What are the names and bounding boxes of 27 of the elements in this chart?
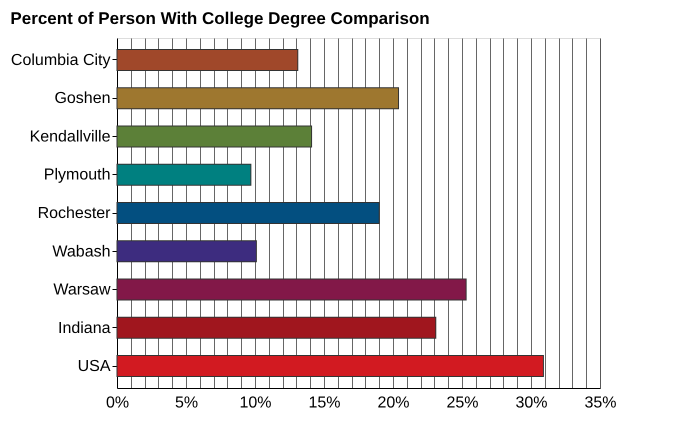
bar bbox=[116, 87, 400, 110]
bar bbox=[116, 48, 298, 72]
x-tick-label: 10% bbox=[239, 394, 272, 412]
y-tick-label: USA bbox=[78, 358, 111, 376]
bar bbox=[116, 316, 436, 339]
y-tick-label: Wabash bbox=[52, 243, 110, 260]
x-tick-label: 25% bbox=[446, 394, 479, 412]
bar bbox=[116, 202, 380, 224]
y-tick-label: Columbia City bbox=[10, 52, 110, 69]
y-tick-label: Indiana bbox=[58, 320, 111, 337]
y-tick-label: Rochester bbox=[38, 205, 112, 222]
bar bbox=[116, 354, 544, 378]
x-tick-label: 0% bbox=[106, 394, 130, 412]
x-tick-label: 35% bbox=[584, 394, 617, 412]
bar bbox=[116, 164, 252, 186]
x-tick-label: 30% bbox=[515, 394, 548, 412]
x-tick-label: 15% bbox=[308, 394, 341, 412]
x-tick-label: 5% bbox=[174, 394, 198, 412]
bar bbox=[116, 240, 257, 262]
y-tick-label: Goshen bbox=[54, 90, 110, 108]
y-tick-label: Plymouth bbox=[44, 166, 110, 184]
y-tick-label: Kendallville bbox=[30, 128, 111, 146]
x-tick-label: 20% bbox=[377, 394, 410, 412]
bar bbox=[116, 125, 312, 148]
y-tick-label: Warsaw bbox=[53, 282, 111, 299]
bar bbox=[116, 278, 467, 301]
chart-title: Percent of Person With College Degree Comparison bbox=[10, 9, 430, 28]
